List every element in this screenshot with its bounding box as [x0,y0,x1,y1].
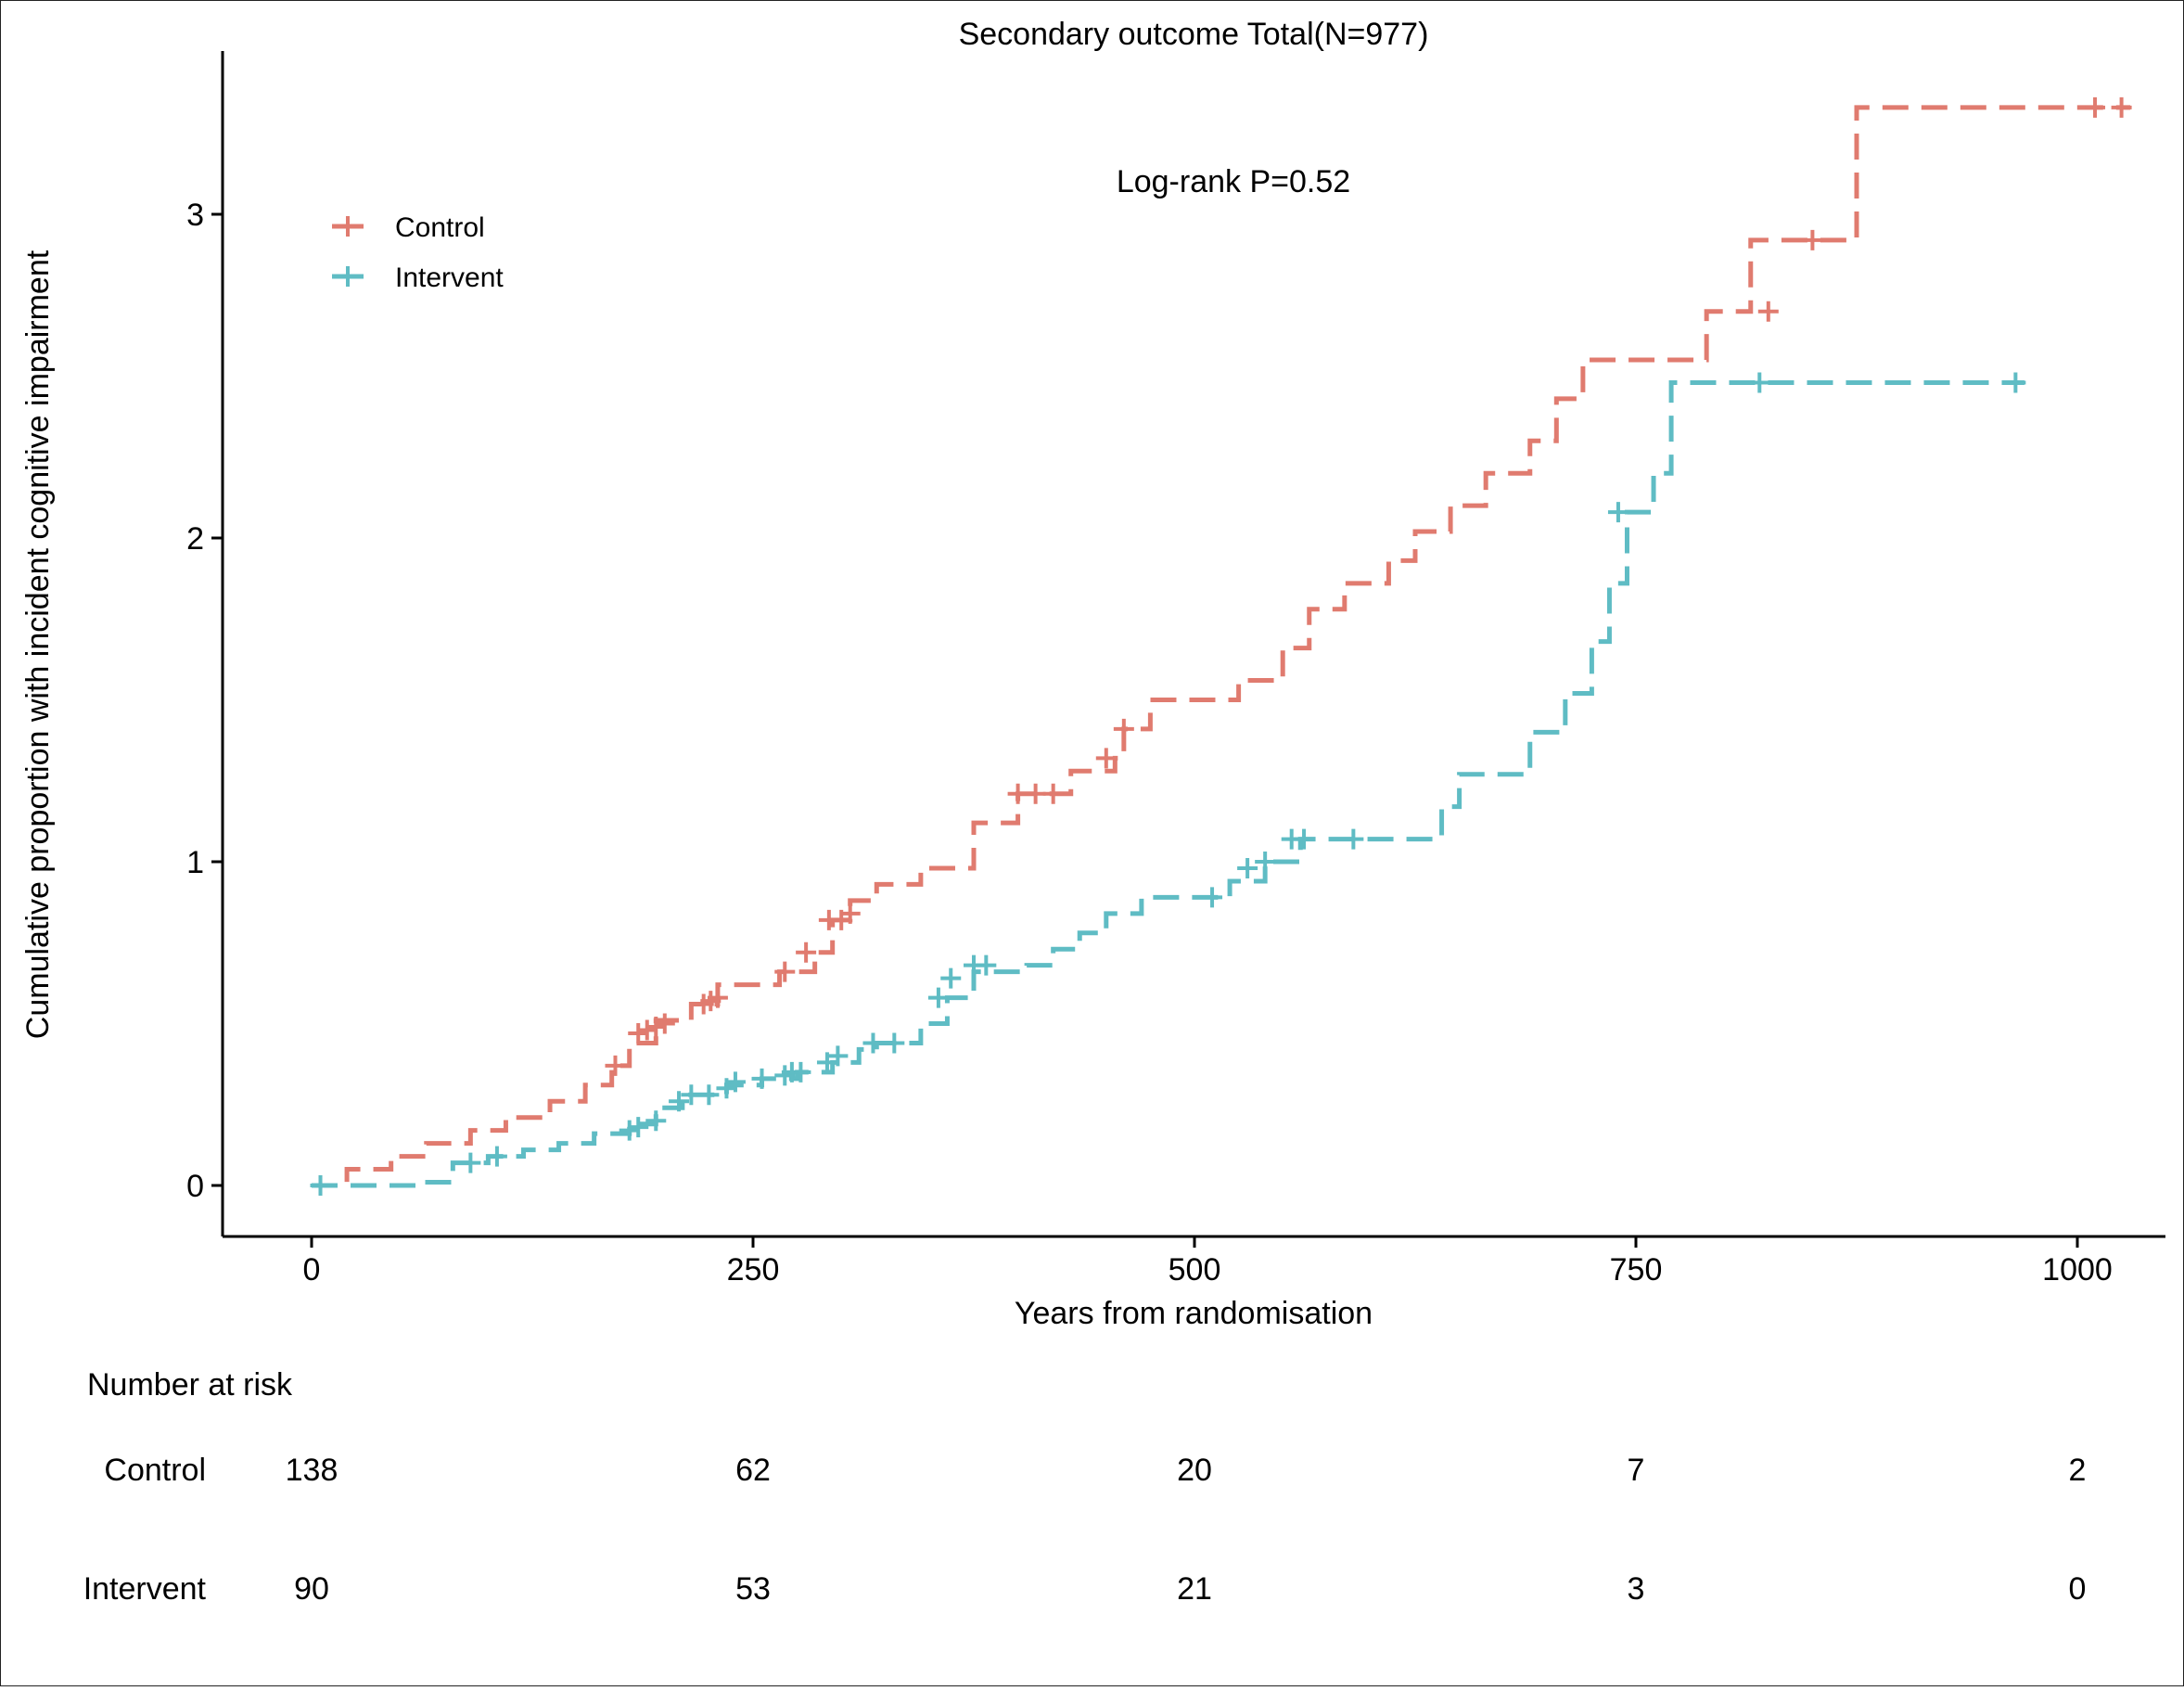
legend: Control Intervent [332,212,504,293]
censor-mark-control [1025,783,1046,804]
x-tick-label: 1000 [2042,1252,2113,1287]
censor-mark-control [707,987,728,1008]
series-layer [310,96,2132,1196]
x-tick-label: 0 [303,1252,321,1287]
legend-label-intervent: Intervent [395,263,504,293]
censor-mark-intervent [460,1152,481,1173]
y-tick-label: 2 [186,521,204,557]
censor-mark-intervent [645,1110,667,1132]
censor-mark-intervent [669,1091,690,1112]
y-tick-label: 3 [186,198,204,233]
censor-mark-intervent [1255,852,1276,872]
risk-value-intervent: 53 [735,1571,771,1607]
censor-mark-intervent [751,1068,773,1089]
censor-mark-intervent [619,1120,640,1141]
censor-mark-intervent [827,1045,849,1067]
censor-mark-intervent [1343,828,1364,850]
y-axis-label: Cumulative proportion with incident cogn… [20,250,56,1039]
censor-mark-control [654,1013,675,1034]
censor-mark-intervent [724,1071,746,1093]
censor-mark-intervent [2005,372,2026,393]
censor-mark-intervent [1749,372,1770,393]
censor-mark-intervent [1237,857,1258,878]
risk-table: Number at risk Control 138 62 20 7 2 Intervent… [83,1367,2087,1607]
risk-value-intervent: 0 [2069,1571,2087,1607]
series-line-intervent [312,379,2024,1188]
censor-mark-control [628,1022,649,1044]
censor-mark-intervent [927,987,949,1008]
logrank-annotation: Log-rank P=0.52 [1117,164,1350,199]
x-tick-label: 750 [1610,1252,1663,1287]
censor-mark-intervent [310,1175,331,1196]
censor-mark-intervent [884,1032,905,1054]
censor-mark-intervent [940,967,962,989]
series-line-control [312,105,2131,1188]
censor-mark-intervent [790,1061,811,1082]
risk-value-intervent: 90 [294,1571,329,1607]
censor-mark-control [2085,96,2106,118]
censor-mark-intervent [698,1084,720,1106]
censor-mark-intervent [486,1146,507,1167]
risk-value-control: 62 [735,1453,771,1488]
censor-mark-control [1042,783,1064,804]
risk-value-control: 20 [1177,1453,1212,1488]
risk-value-control: 2 [2069,1453,2087,1488]
risk-row-label-control: Control [104,1453,206,1488]
censor-mark-intervent [628,1117,649,1138]
censor-mark-control [1095,748,1117,769]
censor-mark-control [1757,301,1779,322]
censor-mark-control [605,1055,626,1076]
censor-mark-intervent [1202,887,1223,908]
censor-mark-intervent [976,954,997,976]
x-tick-label: 500 [1169,1252,1221,1287]
censor-mark-intervent [862,1032,884,1054]
censor-mark-control [2111,96,2132,118]
censor-mark-control [1802,229,1823,250]
censor-mark-control [774,961,796,982]
x-tick-label: 250 [727,1252,780,1287]
censor-mark-intervent [1607,502,1628,523]
censor-mark-control [645,1016,667,1037]
x-axis-label: Years from randomisation [1015,1296,1373,1331]
censor-marks-intervent [310,372,2026,1196]
censor-mark-intervent [1294,828,1315,850]
legend-label-control: Control [395,212,485,243]
censor-mark-control [1113,718,1134,739]
chart-title: Secondary outcome Total(N=977) [959,17,1429,52]
risk-table-title: Number at risk [87,1367,293,1403]
risk-value-intervent: 21 [1177,1571,1212,1607]
censor-marks-control [310,96,2132,1196]
y-tick-label: 1 [186,845,204,880]
censor-mark-intervent [681,1084,702,1106]
axes: 0 250 500 750 1000 0 1 2 3 [186,51,2165,1287]
censor-mark-control [1007,783,1028,804]
censor-mark-control [796,942,817,963]
risk-value-control: 138 [286,1453,338,1488]
risk-row-label-intervent: Intervent [83,1571,207,1607]
censor-mark-intervent [816,1052,837,1073]
censor-mark-control [636,1019,658,1041]
risk-value-control: 7 [1628,1453,1645,1488]
y-tick-label: 0 [186,1169,204,1204]
censor-mark-control [839,903,861,924]
risk-value-intervent: 3 [1628,1571,1645,1607]
